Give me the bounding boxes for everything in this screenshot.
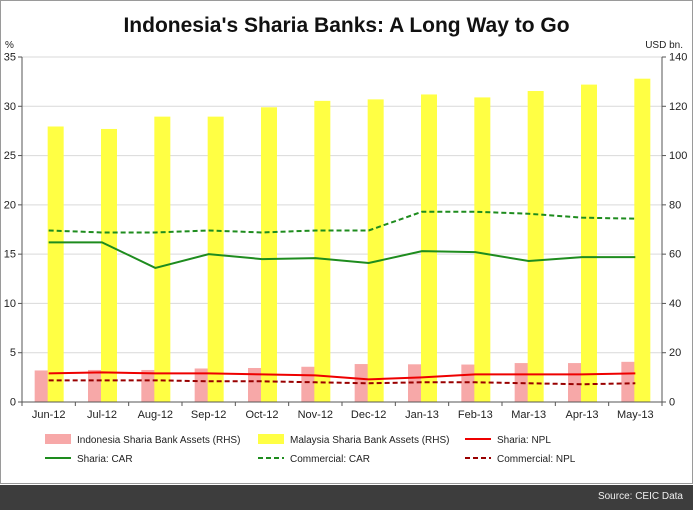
bar-malaysia-assets: [474, 97, 491, 403]
right-tick-label: 80: [669, 199, 681, 211]
legend: Indonesia Sharia Bank Assets (RHS) Malays…: [45, 434, 576, 465]
bar-indonesia-assets: [568, 363, 582, 402]
x-tick-label: Jun-12: [32, 409, 66, 421]
right-tick-label: 120: [669, 101, 687, 113]
left-tick-label: 25: [4, 150, 16, 162]
bar-malaysia-assets: [634, 78, 651, 402]
bar-malaysia-assets: [314, 100, 331, 402]
right-tick-label: 20: [669, 347, 681, 359]
x-tick-label: Nov-12: [298, 409, 333, 421]
bar-layer: [34, 78, 651, 403]
x-tick-label: Sep-12: [191, 409, 226, 421]
bar-indonesia-assets: [408, 364, 422, 402]
bar-malaysia-assets: [367, 99, 384, 402]
bar-indonesia-assets: [621, 361, 636, 402]
x-tick-label: Jul-12: [87, 409, 117, 421]
legend-label: Indonesia Sharia Bank Assets (RHS): [77, 435, 240, 446]
bar-indonesia-assets: [248, 367, 262, 402]
bar-indonesia-assets: [141, 369, 156, 402]
legend-label: Sharia: CAR: [77, 454, 133, 465]
series-line-commercial-npl: [48, 379, 636, 386]
bar-indonesia-assets: [194, 368, 209, 402]
footer-bar: Source: CEIC Data: [0, 485, 693, 510]
bar-malaysia-assets: [101, 128, 117, 402]
right-axis-unit: USD bn.: [645, 40, 683, 51]
legend-label: Sharia: NPL: [497, 435, 551, 446]
bar-malaysia-assets: [581, 84, 597, 402]
legend-swatch: [258, 434, 284, 444]
legend-label: Commercial: CAR: [290, 454, 370, 465]
left-axis-unit: %: [5, 40, 14, 51]
x-tick-label: Mar-13: [511, 409, 546, 421]
bar-malaysia-assets: [527, 91, 544, 402]
x-tick-label: Feb-13: [458, 409, 493, 421]
bar-malaysia-assets: [47, 126, 64, 402]
left-tick-label: 30: [4, 101, 16, 113]
axes: 0 5 10 15 20 25 30 35 0 20 40 60 80 100 120 140 Jun-12 Ju…: [4, 52, 688, 422]
right-tick-label: 140: [669, 52, 687, 64]
left-tick-label: 5: [10, 347, 16, 359]
left-tick-label: 35: [4, 52, 16, 64]
right-tick-label: 40: [669, 298, 681, 310]
bar-malaysia-assets: [421, 94, 437, 402]
x-tick-label: Oct-12: [245, 409, 278, 421]
right-tick-label: 0: [669, 397, 675, 409]
bar-malaysia-assets: [261, 107, 277, 403]
x-tick-label: Apr-13: [565, 409, 598, 421]
gridlines: [22, 56, 662, 403]
left-tick-label: 20: [4, 199, 16, 211]
x-tick-label: Dec-12: [351, 409, 386, 421]
chart-title: Indonesia's Sharia Banks: A Long Way to …: [123, 14, 570, 37]
line-layer: [48, 210, 636, 386]
x-tick-label: Jan-13: [405, 409, 439, 421]
legend-label: Malaysia Sharia Bank Assets (RHS): [290, 435, 450, 446]
bar-malaysia-assets: [207, 116, 224, 402]
bar-indonesia-assets: [88, 369, 102, 402]
series-line-sharia-npl: [48, 371, 636, 381]
legend-label: Commercial: NPL: [497, 454, 576, 465]
x-tick-label: May-13: [617, 409, 654, 421]
x-tick-label: Aug-12: [138, 409, 173, 421]
left-tick-label: 10: [4, 298, 16, 310]
series-line-sharia-car: [48, 241, 636, 270]
bar-indonesia-assets: [301, 366, 316, 402]
legend-swatch: [45, 434, 71, 444]
bar-malaysia-assets: [154, 116, 171, 402]
left-tick-label: 15: [4, 249, 16, 261]
right-tick-label: 100: [669, 150, 687, 162]
left-tick-label: 0: [10, 397, 16, 409]
right-tick-label: 60: [669, 249, 681, 261]
source-text: Source: CEIC Data: [597, 491, 683, 502]
chart-plot: 0 5 10 15 20 25 30 35 0 20 40 60 80 100 120 140 Jun-12 Ju…: [4, 52, 688, 466]
bar-indonesia-assets: [34, 370, 49, 402]
series-line-commercial-car: [48, 210, 636, 234]
